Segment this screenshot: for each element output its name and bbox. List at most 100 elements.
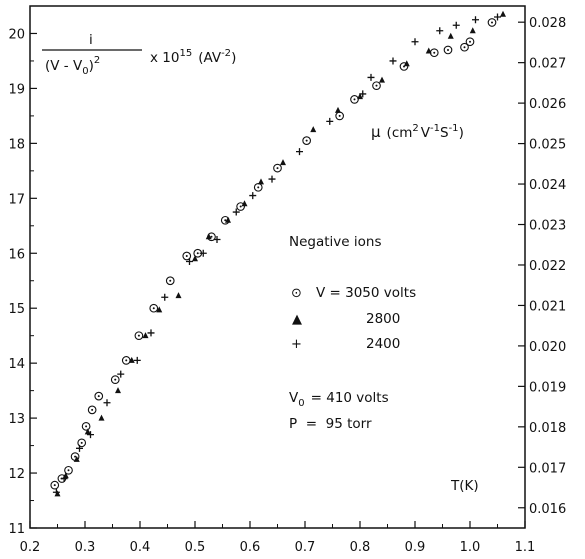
data-point-triangle: [156, 306, 163, 313]
data-point-circle: [335, 111, 345, 121]
data-point-circle: [429, 48, 439, 58]
x-tick-label: 0.5: [185, 540, 206, 555]
data-point-circle: [443, 45, 453, 55]
data-point-circle: [81, 421, 91, 431]
x-tick-label: 0.4: [130, 540, 151, 555]
data-point-plus: [411, 38, 419, 46]
y-tick-label: 20: [8, 27, 25, 42]
data-point-circle: [149, 303, 159, 313]
data-point-triangle: [84, 428, 91, 435]
x-tick-label: 0.7: [295, 540, 316, 555]
y2-tick-label: 0.026: [529, 97, 566, 112]
data-point-plus: [147, 329, 155, 337]
data-point-circle: [165, 276, 175, 286]
data-point-circle: [87, 405, 97, 415]
data-point-triangle: [73, 455, 80, 462]
y2-tick-label: 0.021: [529, 299, 566, 314]
condition-pressure: P = 95 torr: [289, 416, 372, 432]
legend-label-3050: V = 3050 volts: [316, 285, 416, 301]
x-tick-label: 0.2: [20, 540, 41, 555]
legend: Negative ions ⊙ V = 3050 volts ▲ 2800 + …: [289, 234, 416, 352]
data-point-plus: [60, 475, 68, 483]
data-point-plus: [199, 249, 207, 257]
x-tick-label: 0.6: [240, 540, 261, 555]
data-point-circle: [273, 163, 282, 173]
x-axis-label: T(K): [450, 478, 479, 494]
data-point-plus: [436, 27, 444, 35]
data-point-triangle: [115, 387, 121, 394]
data-point-circle: [302, 136, 312, 145]
data-point-plus: [161, 293, 169, 301]
data-point-triangle: [447, 32, 454, 39]
data-series: [50, 10, 506, 497]
y2-tick-label: 0.025: [529, 138, 566, 153]
y-axis-left: 11 12 13 14 15 16 17 18 19 20: [8, 27, 37, 537]
x-tick-label: 0.9: [405, 540, 426, 555]
data-point-triangle: [258, 178, 264, 185]
x-axis: 0.2 0.3 0.4 0.5 0.6 0.7 0.8 0.9 1.0 1.1: [20, 521, 535, 555]
data-point-circle: [182, 251, 192, 261]
y-tick-label: 17: [8, 192, 25, 207]
plot-frame: [29, 5, 526, 529]
data-point-plus: [87, 431, 94, 439]
y-tick-label: 18: [8, 137, 25, 152]
legend-marker-circle: ⊙: [291, 286, 302, 301]
data-point-circle: [77, 438, 87, 448]
data-point-plus: [249, 192, 257, 200]
y2-tick-label: 0.018: [529, 421, 566, 436]
data-point-circle: [350, 95, 359, 104]
legend-label-2800: 2800: [366, 311, 400, 327]
y-tick-label: 12: [8, 467, 25, 482]
data-point-circle: [460, 42, 469, 52]
data-point-circle: [372, 81, 381, 91]
data-point-plus: [232, 208, 240, 216]
data-point-plus: [367, 73, 375, 81]
data-point-triangle: [403, 60, 410, 67]
data-point-triangle: [225, 216, 231, 223]
data-point-circle: [50, 480, 60, 490]
data-point-triangle: [425, 47, 432, 54]
data-point-triangle: [500, 10, 506, 17]
x-tick-label: 0.8: [350, 540, 371, 555]
data-point-triangle: [142, 332, 149, 339]
y-tick-label: 13: [8, 412, 25, 427]
data-point-triangle: [175, 292, 182, 299]
data-point-circle: [94, 391, 104, 401]
y-tick-label: 11: [8, 522, 25, 537]
conditions: V0 = 410 volts P = 95 torr: [289, 390, 389, 432]
data-point-plus: [268, 175, 276, 183]
y2-tick-label: 0.017: [529, 461, 566, 476]
data-point-triangle: [205, 233, 212, 240]
data-point-circle: [110, 375, 120, 384]
data-point-plus: [213, 236, 221, 244]
data-point-plus: [296, 148, 303, 156]
data-point-plus: [359, 90, 367, 98]
y2-tick-label: 0.023: [529, 219, 566, 234]
data-point-circle: [487, 18, 497, 27]
y-tick-label: 15: [8, 302, 25, 317]
data-point-plus: [472, 16, 479, 24]
data-point-plus: [326, 117, 334, 125]
data-point-plus: [133, 356, 141, 364]
data-point-circle: [64, 465, 73, 475]
data-point-triangle: [469, 27, 476, 34]
data-point-plus: [117, 370, 125, 378]
data-point-triangle: [98, 414, 105, 421]
data-point-circle: [134, 331, 144, 341]
y-label-denominator: (V - V0)2: [45, 55, 100, 77]
y2-tick-label: 0.022: [529, 259, 566, 274]
y-tick-label: 16: [8, 247, 25, 262]
y2-tick-label: 0.019: [529, 380, 566, 395]
data-point-circle: [236, 202, 245, 211]
y2-tick-label: 0.028: [529, 16, 566, 31]
data-point-plus: [76, 444, 83, 452]
data-point-triangle: [241, 200, 248, 207]
legend-title: Negative ions: [289, 234, 381, 250]
y-axis-label: i (V - V0)2 x 1015 (AV-2): [42, 32, 236, 77]
data-point-triangle: [280, 159, 286, 166]
data-point-circle: [465, 37, 475, 47]
data-point-plus: [389, 57, 397, 65]
y-axis-right: 0.016 0.017 0.018 0.019 0.020 0.021 0.022 0.023…: [518, 16, 566, 517]
x-tick-label: 1.0: [460, 540, 481, 555]
